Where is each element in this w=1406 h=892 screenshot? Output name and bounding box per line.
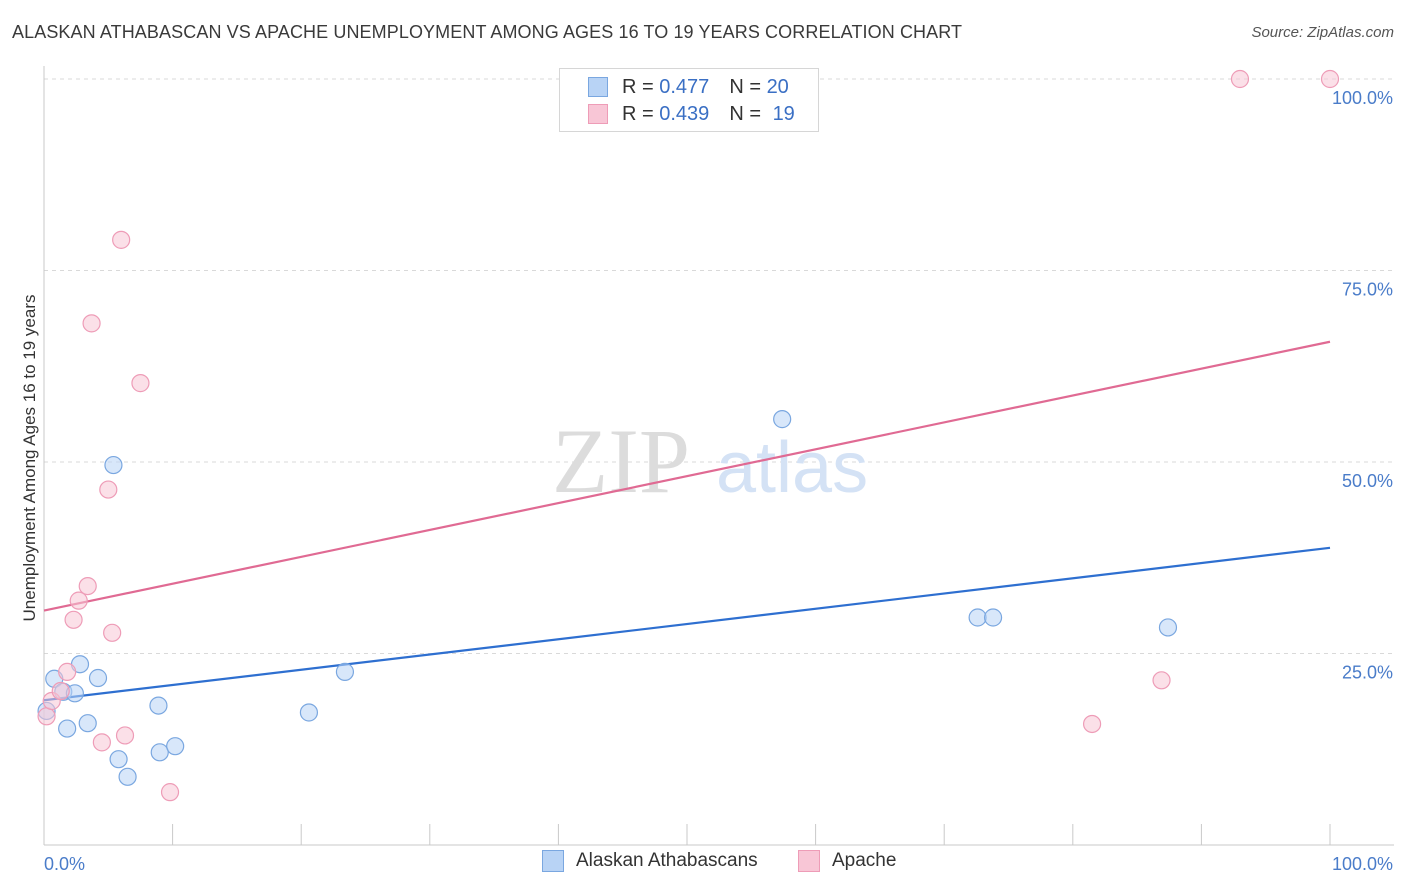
point-athabascans[interactable] (118, 767, 137, 786)
y-tick-label: 25.0% (1342, 663, 1393, 683)
point-apache[interactable] (112, 230, 131, 249)
point-apache[interactable] (99, 480, 118, 499)
point-athabascans[interactable] (968, 608, 987, 627)
point-athabascans[interactable] (773, 410, 792, 429)
point-athabascans[interactable] (150, 743, 169, 762)
x-tick-label: 100.0% (1332, 854, 1393, 874)
chart-title: ALASKAN ATHABASCAN VS APACHE UNEMPLOYMEN… (12, 22, 963, 42)
watermark-zip: ZIP (552, 410, 690, 512)
watermark-atlas: atlas (716, 428, 868, 508)
point-apache[interactable] (78, 576, 97, 596)
point-apache[interactable] (160, 783, 180, 802)
point-apache[interactable] (131, 374, 150, 393)
legend-r-value: 0.477 (659, 75, 710, 98)
point-athabascans[interactable] (78, 714, 97, 733)
trend-layer (43, 340, 1331, 702)
point-apache[interactable] (51, 681, 70, 701)
point-apache[interactable] (115, 726, 135, 745)
point-apache[interactable] (1152, 671, 1171, 690)
point-apache[interactable] (37, 707, 56, 726)
point-apache[interactable] (82, 314, 101, 333)
x-tick-label: 0.0% (44, 854, 85, 874)
legend-label-athabascans: Alaskan Athabascans (576, 850, 758, 871)
legend-item-athabascans[interactable]: Alaskan Athabascans (542, 850, 758, 872)
point-athabascans[interactable] (88, 668, 108, 688)
legend-row-apache: R = 0.439 N = 19 (588, 101, 795, 127)
legend-label-apache: Apache (832, 850, 897, 871)
point-apache[interactable] (92, 733, 111, 752)
point-athabascans[interactable] (149, 696, 168, 715)
legend-n-value: 19 (772, 102, 795, 125)
point-apache[interactable] (1230, 69, 1250, 89)
point-athabascans[interactable] (335, 662, 355, 681)
point-athabascans[interactable] (299, 703, 319, 722)
y-tick-label: 75.0% (1342, 280, 1393, 300)
legend-swatch-pink (588, 104, 608, 124)
legend-n-value: 20 (766, 75, 789, 98)
legend-n-label: N = (729, 75, 767, 98)
point-apache[interactable] (103, 623, 122, 642)
point-apache[interactable] (1320, 69, 1340, 89)
point-athabascans[interactable] (983, 608, 1003, 627)
series-legend: Alaskan Athabascans Apache (0, 850, 1406, 878)
point-athabascans[interactable] (1158, 618, 1178, 637)
point-apache[interactable] (69, 591, 88, 610)
legend-swatch-blue (588, 77, 608, 97)
point-athabascans[interactable] (166, 737, 185, 756)
point-apache[interactable] (1082, 714, 1102, 734)
point-athabascans[interactable] (58, 719, 77, 738)
point-apache[interactable] (64, 610, 83, 629)
y-tick-label: 100.0% (1332, 88, 1393, 108)
legend-r-value: 0.439 (659, 102, 710, 125)
legend-row-athabascan: R = 0.477 N = 20 (588, 74, 789, 100)
legend-swatch-blue (542, 850, 564, 872)
point-apache[interactable] (58, 662, 77, 681)
correlation-legend: R = 0.477 N = 20 R = 0.439 N = 19 (559, 68, 819, 132)
legend-r-label: R = (622, 102, 660, 125)
trend-line-apache (43, 340, 1331, 612)
legend-n-label: N = (729, 102, 767, 125)
point-athabascans[interactable] (104, 455, 123, 475)
y-tick-label: 50.0% (1342, 471, 1393, 491)
legend-swatch-pink (798, 850, 820, 872)
trend-line-athabascans (43, 546, 1331, 702)
legend-r-label: R = (622, 75, 660, 98)
y-axis-label: Unemployment Among Ages 16 to 19 years (20, 295, 39, 622)
legend-item-apache[interactable]: Apache (798, 850, 896, 872)
point-layer (37, 69, 1340, 802)
point-athabascans[interactable] (109, 750, 128, 769)
source-credit: Source: ZipAtlas.com (1251, 24, 1394, 41)
